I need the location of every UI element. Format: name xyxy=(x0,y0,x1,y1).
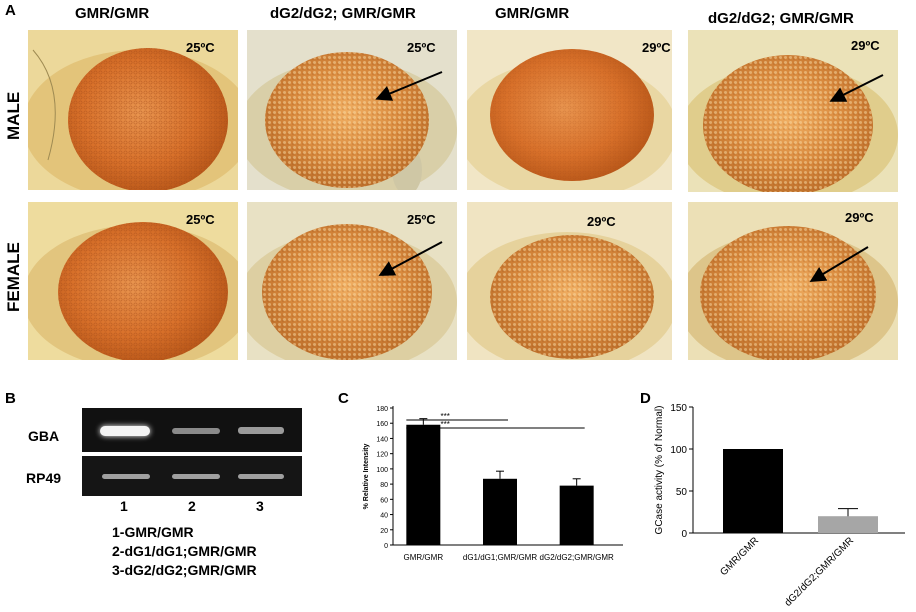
gel-label-gba: GBA xyxy=(28,428,60,444)
chart-gcase-activity: 0 50 100 150 GCase activity (% of Normal) GMR… xyxy=(654,403,905,609)
gel-band xyxy=(102,474,150,479)
x-tick-label: dG1/dG1;GMR/GMR xyxy=(463,553,537,562)
temp-label: 25ºC xyxy=(407,40,436,55)
lane-number: 2 xyxy=(188,498,196,514)
y-tick-label: 100 xyxy=(376,467,388,474)
panel-a-letter: A xyxy=(5,2,16,19)
bar xyxy=(483,478,517,545)
y-tick-label: 0 xyxy=(384,543,388,550)
bar xyxy=(406,424,441,545)
y-tick-label: 120 xyxy=(376,452,388,459)
gel-label-rp49: RP49 xyxy=(26,470,62,486)
gel-band xyxy=(238,427,284,434)
eye-photo-female-gmr-29: 29ºC xyxy=(467,202,672,360)
temp-label: 25ºC xyxy=(186,212,215,227)
y-tick-label: 60 xyxy=(380,497,388,504)
chart-relative-intensity: 0 20 40 60 80 100 120 140 160 180 % Relative Inten… xyxy=(363,406,623,562)
eye-photo-male-dg2-29: 29ºC xyxy=(688,30,898,192)
gel-band xyxy=(172,474,220,479)
temp-label: 29ºC xyxy=(851,38,880,53)
gel-band xyxy=(238,474,284,479)
row-header-female: FEMALE xyxy=(4,242,23,312)
eye-photo-male-dg2-25: 25ºC xyxy=(247,30,457,190)
bar xyxy=(818,516,878,533)
temp-label: 29ºC xyxy=(587,214,616,229)
eye-photo-female-dg2-25: 25ºC xyxy=(247,202,457,360)
y-tick-label: 0 xyxy=(681,529,687,540)
y-axis-label: GCase activity (% of Normal) xyxy=(654,406,665,535)
temp-label: 25ºC xyxy=(407,212,436,227)
y-tick-label: 100 xyxy=(670,445,687,456)
y-tick-label: 140 xyxy=(376,436,388,443)
bar xyxy=(559,485,594,545)
row-header-male: MALE xyxy=(4,91,23,140)
y-tick-label: 20 xyxy=(380,528,388,535)
gel-rp49 xyxy=(82,456,302,496)
y-tick-label: 150 xyxy=(670,403,687,414)
eye-photo-male-gmr-29: 29ºC xyxy=(467,30,672,190)
temp-label: 29ºC xyxy=(845,210,874,225)
y-tick-label: 160 xyxy=(376,421,388,428)
panel-c-letter: C xyxy=(338,390,349,407)
column-header-4: dG2/dG2; GMR/GMR xyxy=(708,10,854,27)
column-header-3: GMR/GMR xyxy=(495,5,570,22)
y-axis-label: % Relative Intensity xyxy=(363,444,370,510)
y-tick-label: 40 xyxy=(380,513,388,520)
temp-label: 29ºC xyxy=(642,40,671,55)
eye-photo-female-gmr-25: 25ºC xyxy=(28,202,238,360)
column-header-2: dG2/dG2; GMR/GMR xyxy=(270,5,416,22)
y-tick-label: 80 xyxy=(380,482,388,489)
x-tick-label: GMR/GMR xyxy=(718,535,761,578)
gel-gba xyxy=(82,408,302,452)
x-tick-label: dG2/dG2;GMR/GMR xyxy=(783,535,856,608)
column-header-1: GMR/GMR xyxy=(75,5,150,22)
panel-b-letter: B xyxy=(5,390,16,407)
bar xyxy=(723,449,783,533)
panel-d-letter: D xyxy=(640,390,651,407)
lane-number: 3 xyxy=(256,498,264,514)
temp-label: 25ºC xyxy=(186,40,215,55)
y-tick-label: 180 xyxy=(376,406,388,413)
gel-legend-line: 2-dG1/dG1;GMR/GMR xyxy=(112,543,257,559)
eye-photo-male-gmr-25: 25ºC xyxy=(28,30,238,190)
x-tick-label: GMR/GMR xyxy=(404,553,444,562)
x-tick-label: dG2/dG2;GMR/GMR xyxy=(540,553,614,562)
gel-legend-line: 1-GMR/GMR xyxy=(112,524,194,540)
lane-number: 1 xyxy=(120,498,128,514)
gel-band xyxy=(100,426,150,436)
significance-label: *** xyxy=(440,412,449,421)
y-tick-label: 50 xyxy=(676,487,688,498)
gel-band xyxy=(172,428,220,434)
significance-label: *** xyxy=(440,420,449,429)
eye-photo-female-dg2-29: 29ºC xyxy=(688,202,898,360)
gel-legend-line: 3-dG2/dG2;GMR/GMR xyxy=(112,562,257,578)
